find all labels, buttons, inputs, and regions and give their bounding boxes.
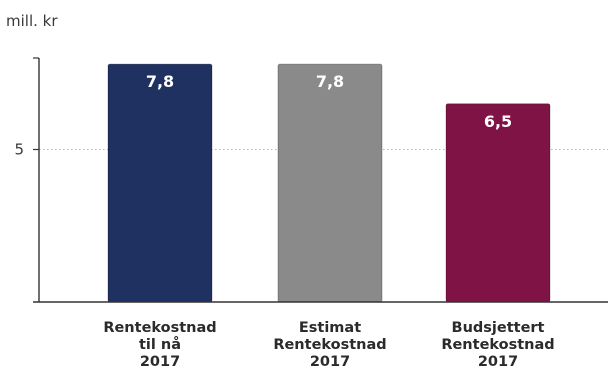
category-label-3-line-2: Rentekostnad [441, 337, 554, 353]
data-label-2: 7,8 [316, 72, 344, 91]
bar-3 [445, 103, 551, 303]
category-label-1-line-3: 2017 [140, 354, 180, 370]
category-label-3-line-3: 2017 [478, 354, 518, 370]
unit-label: mill. kr [6, 12, 58, 30]
bar-2 [277, 63, 383, 303]
y-tick-label: 5 [14, 141, 24, 159]
category-label-2-line-2: Rentekostnad [273, 337, 386, 353]
bar-1 [107, 63, 213, 303]
bar-layer [107, 63, 551, 303]
category-label-3-line-1: Budsjettert [452, 320, 545, 336]
category-label-1-line-1: Rentekostnad [103, 320, 216, 336]
category-label-2-line-1: Estimat [299, 320, 361, 336]
category-label-2-line-3: 2017 [310, 354, 350, 370]
data-label-3: 6,5 [484, 112, 512, 131]
data-label-1: 7,8 [146, 72, 174, 91]
category-label-1-line-2: til nå [139, 336, 181, 353]
axis-layer [33, 57, 608, 303]
